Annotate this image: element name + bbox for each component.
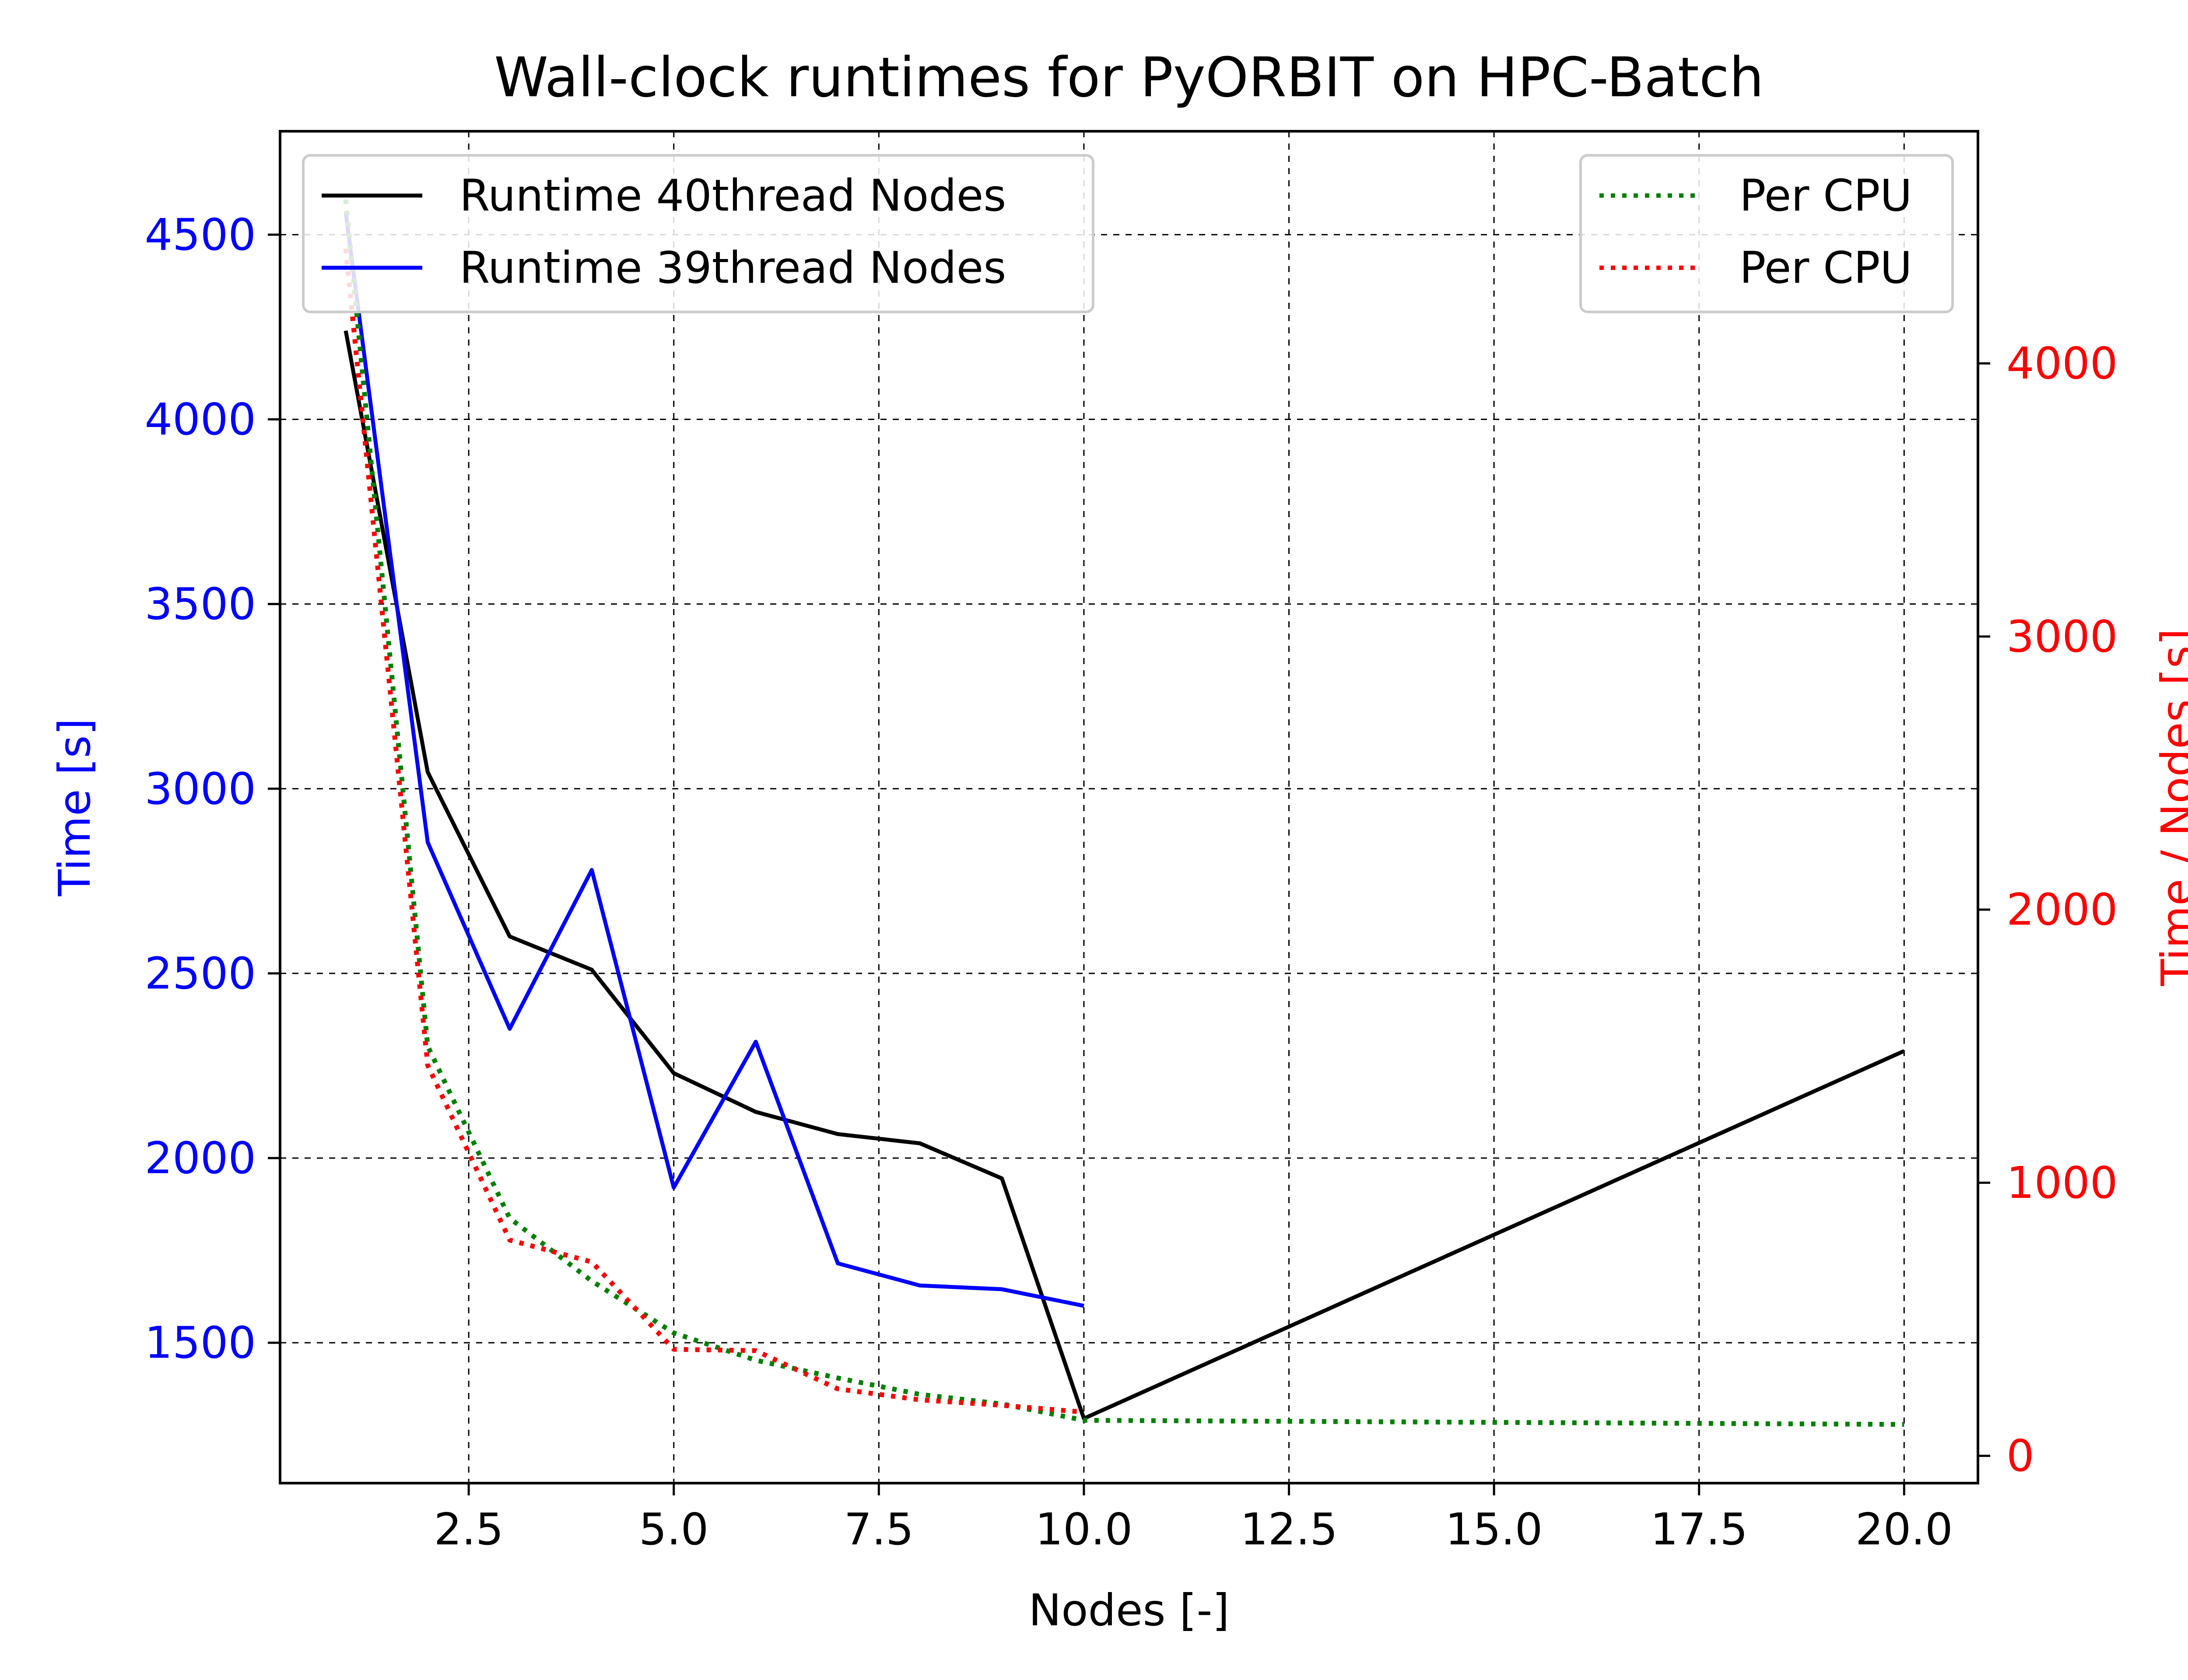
- data-point: [919, 1143, 920, 1144]
- data-point: [427, 772, 428, 773]
- y-tick-label: 2500: [145, 948, 256, 999]
- data-point: [1001, 1289, 1002, 1290]
- y2-axis-label: Time / Nodes [s]: [2152, 629, 2188, 987]
- y2-tick-label: 0: [2006, 1430, 2034, 1481]
- y2-tick-label: 2000: [2006, 884, 2118, 935]
- legend-left: Runtime 40thread Nodes Runtime 39thread …: [302, 154, 1094, 313]
- x-axis-label: Nodes [-]: [1029, 1585, 1230, 1636]
- data-point: [673, 1333, 674, 1334]
- legend-label-per-cpu-green: Per CPU: [1739, 170, 1912, 221]
- x-tick-label: 2.5: [434, 1504, 504, 1555]
- data-point: [1083, 1412, 1084, 1413]
- y2-tick-label: 1000: [2006, 1157, 2118, 1208]
- x-tick-label: 20.0: [1855, 1504, 1953, 1555]
- y-tick-label: 2000: [145, 1133, 256, 1184]
- y2-tick-label: 4000: [2006, 338, 2118, 389]
- data-point: [509, 936, 510, 937]
- series-line-runtime-39: [344, 212, 1084, 1308]
- data-point: [755, 1350, 756, 1351]
- y-axis-label: Time [s]: [49, 718, 100, 897]
- legend-right-box: [1579, 154, 1954, 313]
- y-tick-label: 4500: [145, 209, 256, 260]
- data-point: [755, 1360, 756, 1361]
- grid: [280, 131, 1978, 1483]
- data-point: [591, 969, 592, 970]
- data-point: [1001, 1178, 1002, 1179]
- y-tick-label: 1500: [145, 1317, 256, 1368]
- data-point: [673, 1073, 674, 1074]
- y-tick-label: 3500: [145, 578, 256, 630]
- data-point: [427, 1065, 428, 1066]
- legend-right: Per CPU Per CPU: [1579, 154, 1954, 313]
- chart-title: Wall-clock runtimes for PyORBIT on HPC-B…: [494, 46, 1764, 109]
- data-point: [919, 1285, 920, 1286]
- data-point: [673, 1349, 674, 1350]
- series-line-runtime-40: [344, 330, 1905, 1421]
- y-tick-label: 3000: [145, 763, 256, 814]
- data-point: [1083, 1420, 1084, 1421]
- data-point: [509, 1239, 510, 1240]
- y2-tick-label: 3000: [2006, 611, 2118, 662]
- x-tick-label: 17.5: [1650, 1504, 1748, 1555]
- x-tick-label: 12.5: [1240, 1504, 1338, 1555]
- series-line-per-cpu-red: [343, 248, 1084, 1415]
- legend-label-per-cpu-red: Per CPU: [1739, 242, 1912, 294]
- legend-label-runtime-40: Runtime 40thread Nodes: [459, 170, 1006, 221]
- data-point: [427, 842, 428, 843]
- y-tick-label: 4000: [145, 394, 256, 445]
- axis-ticks: 2.5 5.0 7.5 10.0 12.5 15.0 17.5 20.0 1500 2000 250…: [145, 209, 2118, 1555]
- data-point: [919, 1394, 920, 1395]
- series-group: [343, 199, 1905, 1427]
- x-tick-label: 15.0: [1445, 1504, 1543, 1555]
- x-tick-label: 7.5: [844, 1504, 914, 1555]
- data-point: [591, 870, 592, 871]
- legend-label-runtime-39: Runtime 39thread Nodes: [459, 242, 1006, 294]
- data-point: [591, 1261, 592, 1262]
- data-point: [755, 1112, 756, 1113]
- data-point: [1001, 1405, 1002, 1406]
- data-point: [345, 330, 346, 331]
- x-tick-label: 5.0: [639, 1504, 708, 1555]
- data-point: [755, 1041, 756, 1042]
- x-tick-label: 10.0: [1035, 1504, 1133, 1555]
- legend-left-box: [302, 154, 1094, 313]
- plot-frame: [279, 130, 1979, 1484]
- data-point: [673, 1187, 674, 1188]
